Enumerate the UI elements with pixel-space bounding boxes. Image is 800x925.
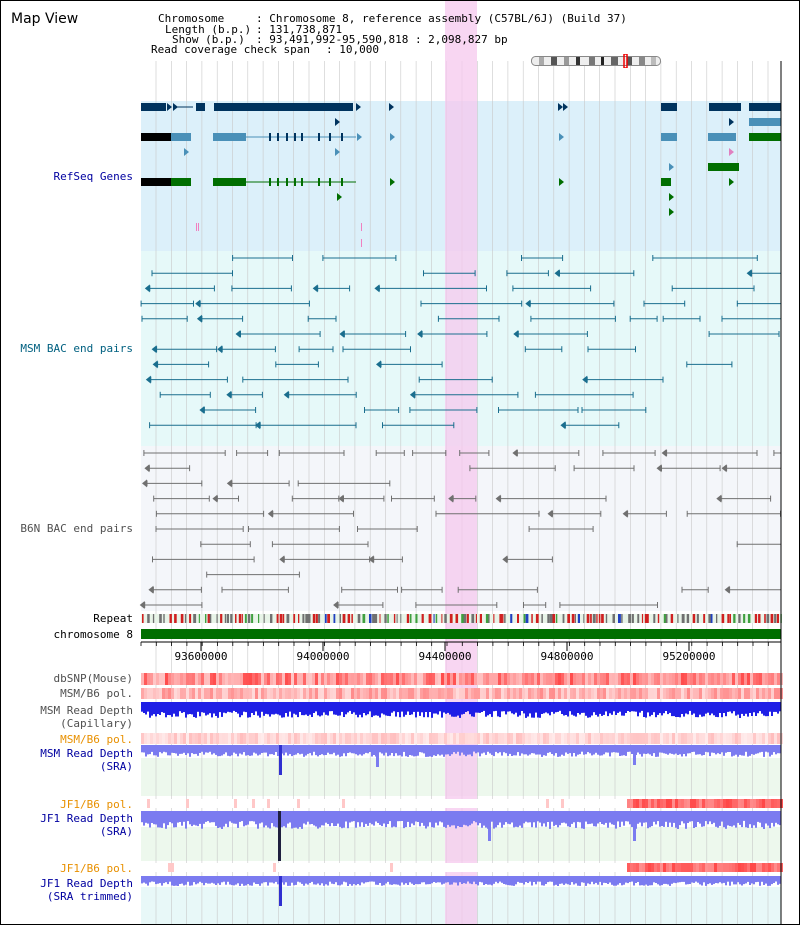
jf1-depth-trim-sub: (SRA trimmed): [46, 890, 133, 903]
polymorphism-density-tracks[interactable]: [141, 673, 783, 872]
refseq-genes-label: RefSeq Genes: [53, 170, 133, 183]
jf1-b6-pol-label-1: JF1/B6 pol.: [60, 798, 133, 811]
dbsnp-label: dbSNP(Mouse): [53, 672, 133, 685]
msm-depth-sra-label: MSM Read Depth: [40, 747, 133, 760]
chromosome-ideogram[interactable]: [531, 54, 663, 68]
msm-depth-sra-sub: (SRA): [99, 760, 133, 773]
show-label: Show (b.p.): [172, 33, 245, 46]
page-title: Map View: [11, 11, 79, 27]
length-label: Length (b.p.): [165, 23, 252, 36]
jf1-b6-pol-label-2: JF1/B6 pol.: [60, 862, 133, 875]
chromosome-label: Chromosome: [158, 12, 225, 25]
msm-bac-end-pairs-track[interactable]: [140, 255, 782, 430]
repeat-track[interactable]: [141, 614, 782, 623]
b6n-bac-end-pairs-track[interactable]: [139, 449, 782, 609]
msm-b6-pol-label-1: MSM/B6 pol.: [60, 687, 133, 700]
msm-depth-capillary-sub: (Capillary): [60, 717, 133, 730]
axis-tick-label: 94000000: [297, 650, 350, 663]
axis-tick-label: 94400000: [419, 650, 472, 663]
chromosome-track-label: chromosome 8: [53, 628, 133, 641]
msm-b6-pol-label-2: MSM/B6 pol.: [60, 733, 133, 746]
b6n-bac-label: B6N BAC end pairs: [20, 522, 133, 535]
length-value: : 131,738,871: [256, 23, 343, 36]
position-axis: 93600000 94000000 94400000 94800000 95200000: [140, 641, 781, 663]
jf1-depth-sra-label: JF1 Read Depth: [40, 812, 133, 825]
axis-tick-label: 93600000: [175, 650, 228, 663]
coverage-label: Read coverage check span: [151, 43, 310, 56]
chromosome-bar[interactable]: [141, 629, 781, 639]
jf1-depth-sra-sub: (SRA): [99, 825, 133, 838]
coverage-value: : 10,000: [326, 43, 379, 56]
chromosome-value: : Chromosome 8, reference assembly (C57B…: [256, 12, 627, 25]
msm-depth-capillary-label: MSM Read Depth: [40, 704, 133, 717]
jf1-depth-trim-label: JF1 Read Depth: [40, 877, 133, 890]
repeat-label: Repeat: [93, 612, 133, 625]
highlight-region: [445, 1, 477, 924]
refseq-genes-track[interactable]: [141, 103, 781, 247]
axis-tick-label: 95200000: [663, 650, 716, 663]
read-depth-tracks[interactable]: [141, 702, 781, 906]
axis-tick-label: 94800000: [541, 650, 594, 663]
show-value: : 93,491,992-95,590,818 : 2,098,827 bp: [256, 33, 508, 46]
msm-bac-label: MSM BAC end pairs: [20, 342, 133, 355]
